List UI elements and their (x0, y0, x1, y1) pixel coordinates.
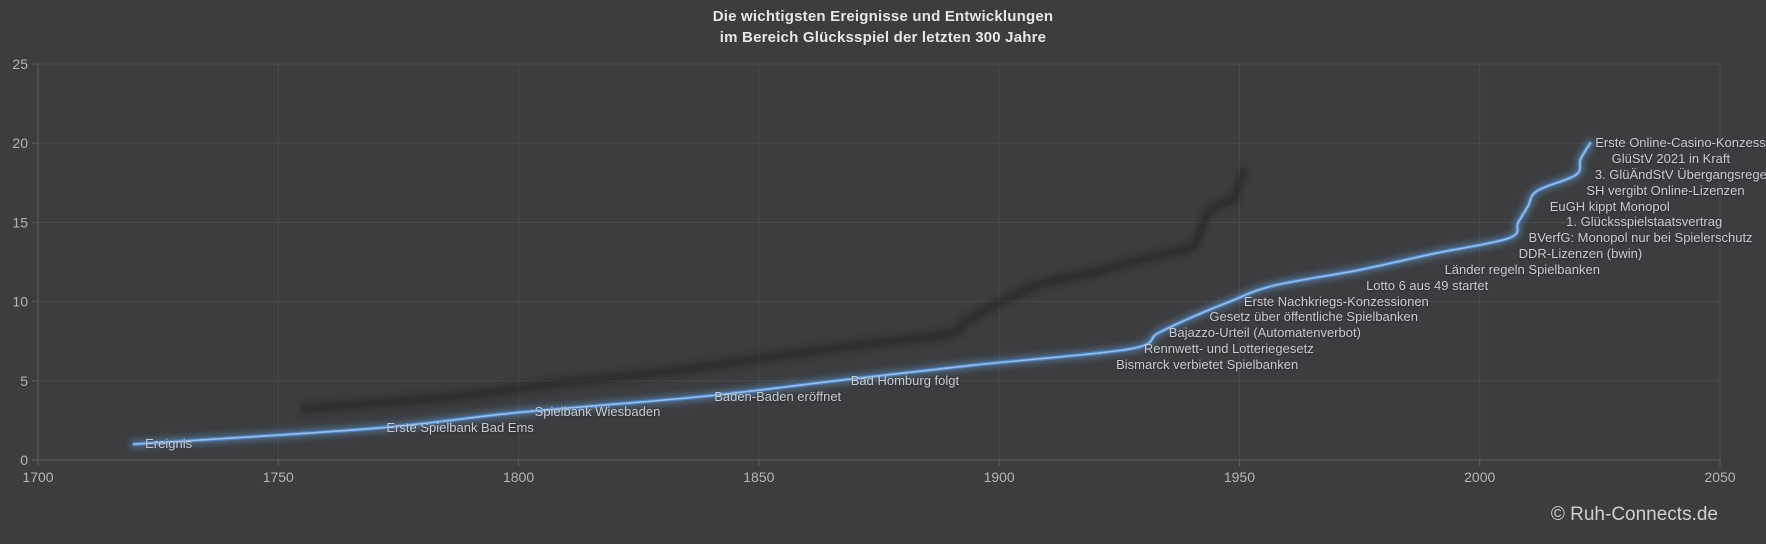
y-tick-label: 15 (12, 214, 28, 230)
gridlines (38, 63, 1721, 460)
y-tick-label: 10 (12, 294, 28, 310)
axis-tick-labels: 1700 1750 1800 1850 1900 1950 2000 2050 0 5 10 15 20… (12, 56, 1735, 485)
event-line-highlight (133, 142, 1592, 445)
x-tick-label: 1750 (263, 469, 294, 485)
event-line (132, 141, 1593, 447)
y-tick-label: 5 (20, 373, 28, 389)
x-tick-label: 1800 (503, 469, 534, 485)
line-shadow (299, 167, 1249, 414)
x-tick-label: 1900 (984, 469, 1015, 485)
y-tick-label: 0 (20, 452, 28, 468)
x-tick-label: 2000 (1464, 469, 1495, 485)
x-tick-label: 1950 (1224, 469, 1255, 485)
copyright-text: © Ruh-Connects.de (1550, 504, 1718, 525)
chart-title: Die wichtigsten Ereignisse und Entwicklu… (0, 6, 1766, 48)
chart-title-line1: Die wichtigsten Ereignisse und Entwicklu… (712, 8, 1054, 25)
x-tick-label: 2050 (1704, 469, 1735, 485)
axes (32, 63, 1721, 466)
event-line-glow (129, 138, 1596, 450)
chart-title-line2: im Bereich Glücksspiel der letzten 300 J… (719, 29, 1047, 46)
y-tick-label: 25 (12, 56, 28, 72)
y-tick-label: 20 (12, 135, 28, 151)
x-tick-label: 1700 (22, 469, 53, 485)
x-tick-label: 1850 (743, 469, 774, 485)
